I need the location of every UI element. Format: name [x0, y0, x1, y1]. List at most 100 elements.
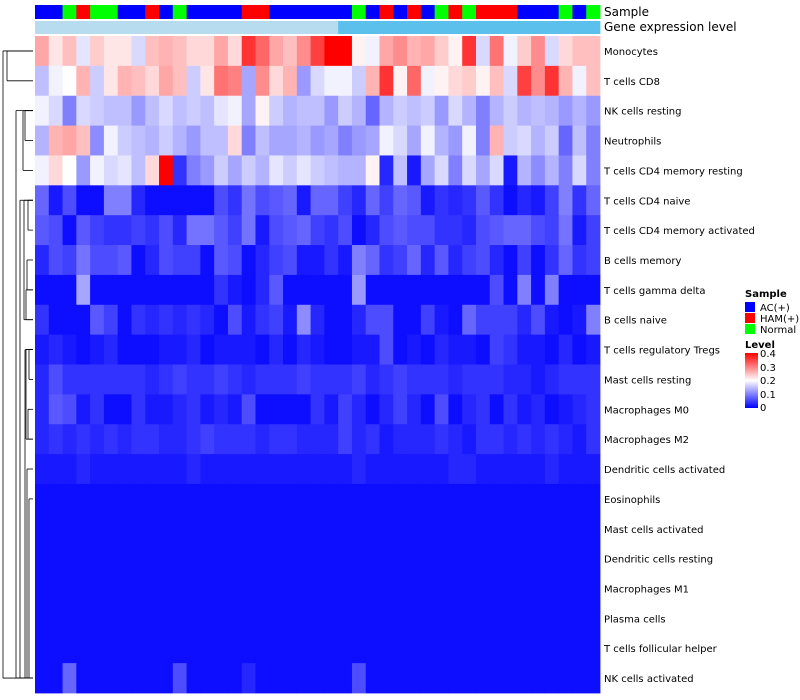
level-tick-4: 0 [760, 403, 766, 414]
heatmap-cell [90, 304, 105, 336]
gene-expression-annotation-cell [159, 21, 174, 34]
heatmap-cell [475, 603, 491, 634]
row-label: T cells CD4 memory activated [603, 226, 755, 237]
gene-expression-annotation-cell [448, 21, 463, 34]
heatmap-cell [448, 633, 463, 664]
sample-legend-title: Sample [745, 289, 787, 300]
heatmap-cell [338, 334, 353, 365]
heatmap-cell [462, 36, 477, 67]
heatmap-cell [159, 185, 174, 216]
heatmap-cells [35, 36, 601, 694]
heatmap-cell [172, 663, 187, 694]
heatmap-cell [558, 633, 573, 664]
heatmap-cell [544, 245, 560, 276]
heatmap-cell [48, 36, 63, 67]
sample-annotation-cell [475, 5, 491, 19]
heatmap-cell [48, 424, 63, 455]
heatmap-cell [283, 155, 298, 186]
gene-expression-annotation-bar [35, 21, 601, 34]
sample-annotation-cell [351, 5, 367, 19]
heatmap-cell [434, 483, 449, 515]
heatmap-cell [145, 424, 160, 455]
heatmap-cell [586, 424, 601, 455]
heatmap-cell [586, 155, 601, 186]
heatmap-cell [131, 633, 146, 664]
heatmap-cell [558, 394, 573, 425]
heatmap-cell [296, 633, 312, 664]
heatmap-cell [586, 543, 601, 574]
heatmap-cell [420, 513, 436, 545]
heatmap-cell [269, 543, 284, 574]
heatmap-cell [365, 334, 380, 365]
row-label: Dendritic cells activated [604, 465, 725, 476]
heatmap-cell [503, 543, 518, 574]
heatmap-cell [35, 274, 50, 306]
heatmap-cell [324, 394, 339, 425]
heatmap-cell [200, 364, 215, 395]
gene-expression-annotation-cell [503, 21, 518, 34]
heatmap-cell [310, 36, 325, 67]
heatmap-cell [145, 573, 160, 604]
heatmap-cell [475, 663, 491, 694]
heatmap-cell [103, 185, 119, 216]
heatmap-cell [351, 36, 367, 67]
heatmap-cell [283, 454, 298, 485]
heatmap-cell [544, 274, 560, 306]
heatmap-cell [159, 603, 174, 634]
sample-annotation-cell [572, 5, 587, 19]
heatmap-cell [365, 483, 380, 515]
heatmap-cell [393, 603, 408, 634]
heatmap-cell [172, 513, 187, 545]
heatmap-cell [90, 334, 105, 365]
heatmap-cell [90, 633, 105, 664]
heatmap-cell [159, 274, 174, 306]
heatmap-cell [489, 573, 504, 604]
heatmap-cell [420, 274, 436, 306]
heatmap-cell [503, 274, 518, 306]
heatmap-cell [200, 454, 215, 485]
heatmap-cell [35, 125, 50, 156]
heatmap-cell [531, 65, 546, 97]
heatmap-cell [310, 603, 325, 634]
heatmap-cell [489, 334, 504, 365]
heatmap-cell [351, 424, 367, 455]
heatmap-cell [227, 215, 243, 246]
heatmap-cell [420, 304, 436, 336]
gene-expression-annotation-cell [62, 21, 77, 34]
heatmap-cell [324, 125, 339, 156]
heatmap-cell [159, 364, 174, 395]
heatmap-cell [586, 304, 601, 336]
gene-expression-annotation-cell [214, 21, 229, 34]
heatmap-cell [517, 125, 532, 156]
sample-annotation-cell [503, 5, 518, 19]
sample-annotation-cell [489, 5, 504, 19]
heatmap-cell [544, 573, 560, 604]
heatmap-cell [131, 215, 146, 246]
heatmap-cell [407, 185, 422, 216]
heatmap-cell [531, 483, 546, 515]
heatmap-cell [407, 663, 422, 694]
heatmap-cell [103, 155, 119, 186]
heatmap-cell [35, 95, 50, 126]
heatmap-cell [475, 454, 491, 485]
heatmap-cell [269, 663, 284, 694]
heatmap-cell [489, 424, 504, 455]
heatmap-cell [48, 95, 63, 126]
heatmap-cell [503, 663, 518, 694]
row-label: B cells naive [604, 316, 667, 327]
gene-expression-annotation-cell [103, 21, 119, 34]
heatmap-cell [62, 424, 77, 455]
heatmap-cell [241, 394, 256, 425]
heatmap-cell [462, 185, 477, 216]
heatmap-cell [434, 36, 449, 67]
heatmap-cell [241, 215, 256, 246]
heatmap-cell [159, 245, 174, 276]
heatmap-cell [393, 185, 408, 216]
heatmap-cell [227, 65, 243, 97]
heatmap-cell [269, 245, 284, 276]
row-label: Mast cells resting [604, 375, 691, 386]
heatmap-cell [448, 125, 463, 156]
heatmap-cell [531, 125, 546, 156]
heatmap-cell [255, 274, 270, 306]
heatmap-cell [131, 603, 146, 634]
